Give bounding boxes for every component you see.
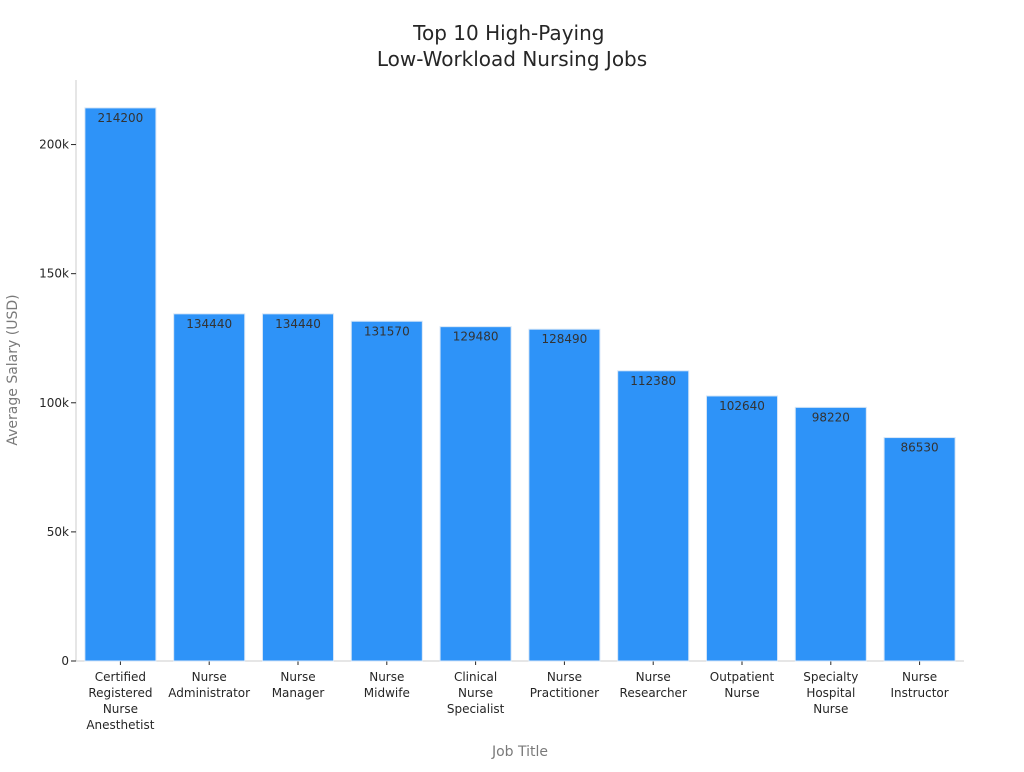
bar [705,395,779,662]
category-label-line: Nurse [636,670,671,684]
category-label-line: Nurse [192,670,227,684]
category-label-line: Midwife [364,686,410,700]
bar [350,320,423,662]
y-tick-label: 0 [61,654,69,668]
category-label-line: Clinical [454,670,497,684]
data-labels: 214200 134440 134440 131570 129480 128490 1123… [97,111,938,455]
category-label: Nurse Midwife [364,670,410,700]
chart-title-line-1: Top 10 High-Paying [412,21,604,45]
y-tick-label: 150k [39,267,69,281]
category-label-line: Anesthetist [86,718,154,732]
bar-value-label: 98220 [812,410,850,424]
bar [883,437,956,662]
bar-value-label: 102640 [719,399,765,413]
bar-value-label: 134440 [186,317,232,331]
category-label: Nurse Researcher [620,670,687,700]
y-axis-title: Average Salary (USD) [5,294,21,445]
y-tick-label: 200k [39,138,69,152]
y-tick-label: 50k [47,525,69,539]
bar-value-label: 134440 [275,317,321,331]
category-label-line: Specialist [447,702,505,716]
category-label: Clinical Nurse Specialist [447,670,505,716]
category-labels: Certified Registered Nurse Anesthetist Nurse… [86,670,948,732]
category-label-line: Nurse [103,702,138,716]
category-label: Outpatient Nurse [710,670,775,700]
bars [84,107,956,662]
x-axis-title: Job Title [491,744,548,760]
y-tick-labels: 0 50k 100k 150k 200k [39,138,69,668]
bar-value-label: 129480 [453,330,499,344]
bar [261,313,335,662]
bar [173,313,246,662]
category-label: Specialty Hospital Nurse [803,670,858,716]
category-label-line: Nurse [458,686,493,700]
category-label-line: Hospital [806,686,855,700]
y-tick-label: 100k [39,396,69,410]
category-label-line: Nurse [902,670,937,684]
category-label-line: Certified [95,670,146,684]
category-label-line: Nurse [724,686,759,700]
category-label-line: Nurse [280,670,315,684]
category-label: Nurse Administrator [168,670,250,700]
category-label-line: Practitioner [530,686,599,700]
bar-value-label: 131570 [364,324,410,338]
category-label: Nurse Instructor [890,670,948,700]
category-label: Nurse Practitioner [530,670,599,700]
category-label-line: Instructor [890,686,948,700]
category-label-line: Researcher [620,686,687,700]
category-label-line: Outpatient [710,670,775,684]
category-label-line: Administrator [168,686,250,700]
bar [794,406,867,662]
chart-title: Top 10 High-Paying Low-Workload Nursing … [377,21,647,71]
category-label: Certified Registered Nurse Anesthetist [86,670,154,732]
category-label-line: Nurse [547,670,582,684]
category-label-line: Specialty [803,670,858,684]
bar [84,107,157,662]
chart-title-line-2: Low-Workload Nursing Jobs [377,47,647,71]
bar-value-label: 128490 [541,332,587,346]
bar [617,370,690,662]
bar-value-label: 86530 [901,441,939,455]
bar [439,326,512,662]
bar-value-label: 112380 [630,374,676,388]
bar [528,328,601,662]
category-label-line: Nurse [813,702,848,716]
category-label-line: Nurse [369,670,404,684]
category-label-line: Manager [272,686,325,700]
bar-value-label: 214200 [97,111,143,125]
category-label-line: Registered [88,686,152,700]
category-label: Nurse Manager [272,670,325,700]
